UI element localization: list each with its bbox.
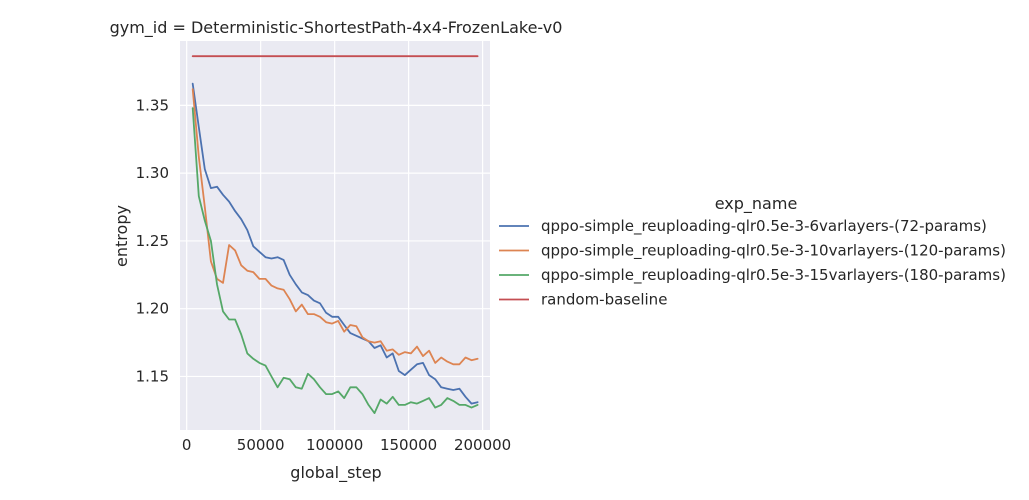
- y-tick-label: 1.20: [136, 300, 169, 318]
- series-line-2: [191, 88, 479, 366]
- x-tick-label: 200000: [454, 436, 511, 454]
- x-tick-label: 0: [182, 436, 192, 454]
- chart-title: gym_id = Deterministic-ShortestPath-4x4-…: [110, 18, 563, 38]
- x-tick-label: 100000: [306, 436, 363, 454]
- y-tick-label: 1.25: [136, 232, 169, 250]
- legend-label: random-baseline: [541, 291, 667, 309]
- y-tick-label: 1.35: [136, 96, 169, 114]
- legend: exp_name qppo-simple_reuploading-qlr0.5e…: [499, 194, 1006, 309]
- legend-label: qppo-simple_reuploading-qlr0.5e-3-15varl…: [541, 266, 1006, 285]
- x-axis-label: global_step: [290, 463, 381, 483]
- legend-title: exp_name: [715, 194, 798, 214]
- tick-labels: 0 50000 100000 150000 200000 1.15 1.20 1.25 1.30…: [136, 96, 512, 454]
- y-tick-label: 1.30: [136, 164, 169, 182]
- series-lines: [191, 55, 479, 415]
- y-tick-label: 1.15: [136, 367, 169, 385]
- y-axis-label: entropy: [112, 205, 131, 267]
- legend-label: qppo-simple_reuploading-qlr0.5e-3-6varla…: [541, 217, 987, 236]
- grid-lines: [180, 41, 490, 430]
- series-line-3: [191, 107, 479, 415]
- legend-label: qppo-simple_reuploading-qlr0.5e-3-10varl…: [541, 242, 1006, 261]
- x-tick-label: 150000: [380, 436, 437, 454]
- x-tick-label: 50000: [237, 436, 285, 454]
- series-line-1: [191, 82, 479, 405]
